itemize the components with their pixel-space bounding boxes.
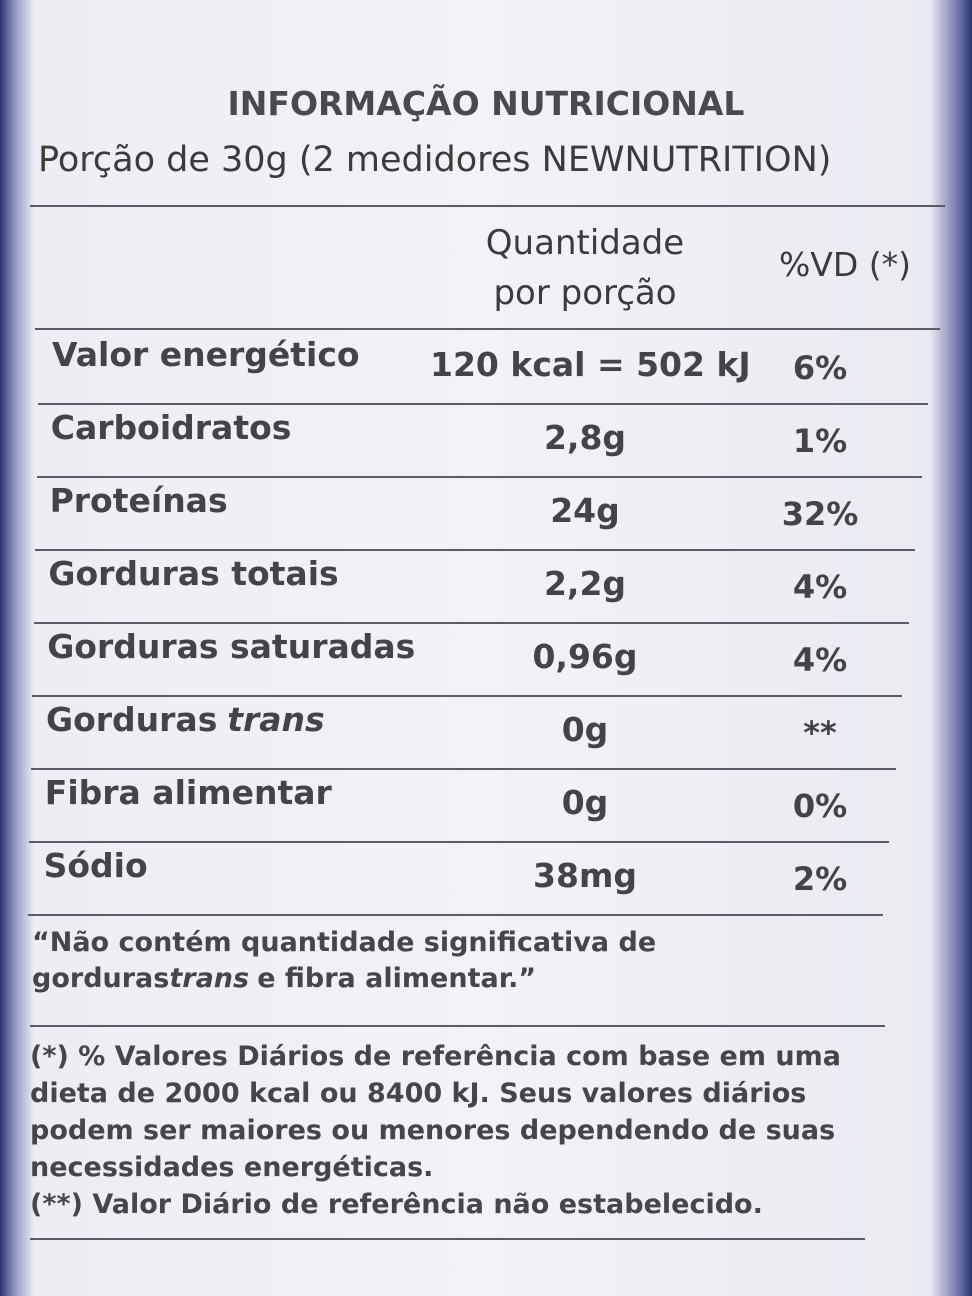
- note: “Não contém quantidade significativa de …: [32, 925, 892, 997]
- row-dv: 2%: [792, 860, 848, 898]
- amount-header-line: por porção: [493, 273, 677, 313]
- row-amount: 24g: [550, 491, 620, 530]
- note-part: “Não contém quantidade significativa de …: [32, 927, 657, 994]
- rule: [29, 841, 889, 843]
- serving: Porção de 30g (2 medidores NEWNUTRITION): [38, 140, 832, 180]
- rule: [36, 476, 922, 478]
- row-amount: 38mg: [533, 856, 637, 895]
- row-amount: 0g: [561, 710, 609, 749]
- row-dv: 1%: [792, 422, 848, 460]
- rule: [38, 403, 928, 405]
- row-label-part: Valor energético: [52, 335, 360, 374]
- amount-header-line: Quantidade: [485, 223, 685, 263]
- row-amount: 0g: [561, 783, 609, 822]
- row-dv: 6%: [792, 349, 848, 387]
- row-label: Proteínas: [50, 481, 228, 520]
- dv-header: %VD (*): [778, 245, 912, 284]
- row-label: Gorduras trans: [46, 700, 325, 739]
- row-label: Sódio: [44, 846, 148, 885]
- rule: [35, 549, 915, 551]
- row-label-part: Sódio: [43, 846, 148, 885]
- rule: [27, 914, 883, 916]
- row-label-part: Fibra alimentar: [44, 773, 332, 812]
- row-dv: 4%: [792, 641, 848, 679]
- rule: [35, 328, 940, 330]
- title: INFORMAÇÃO NUTRICIONAL: [227, 84, 745, 123]
- note-part: e fibra alimentar.”: [257, 963, 537, 994]
- row-dv: 4%: [792, 568, 848, 606]
- note-part: trans: [169, 963, 250, 994]
- row-label: Fibra alimentar: [45, 773, 332, 812]
- row-amount: 120 kcal = 502 kJ: [430, 345, 751, 384]
- row-dv: **: [803, 714, 837, 752]
- row-label: Gorduras saturadas: [47, 627, 415, 666]
- reference-notes: (*) % Valores Diários de referência com …: [30, 1038, 880, 1223]
- row-label: Gorduras totais: [48, 554, 338, 593]
- row-amount: 0,96g: [532, 637, 638, 676]
- amount-header: Quantidade por porção: [440, 218, 730, 318]
- rule: [30, 205, 945, 207]
- row-label: Carboidratos: [51, 408, 292, 447]
- row-amount: 2,2g: [543, 564, 627, 603]
- rule: [32, 695, 902, 697]
- row-label-part: Gorduras: [46, 700, 218, 739]
- rule: [30, 1238, 865, 1240]
- rule: [30, 768, 896, 770]
- row-dv: 0%: [792, 787, 848, 825]
- reference-note: (*) % Valores Diários de referência com …: [30, 1041, 841, 1183]
- row-label-part: Proteínas: [49, 481, 228, 520]
- row-label-part: Gorduras totais: [48, 554, 339, 593]
- row-label-part: trans: [227, 700, 325, 739]
- reference-note: (**) Valor Diário de referência não esta…: [30, 1189, 763, 1220]
- row-dv: 32%: [781, 495, 859, 533]
- row-amount: 2,8g: [543, 418, 627, 457]
- rule: [33, 622, 909, 624]
- row-label-part: Carboidratos: [50, 408, 292, 447]
- row-label-part: Gorduras saturadas: [47, 627, 416, 666]
- rule: [30, 1025, 885, 1027]
- row-label: Valor energético: [52, 335, 360, 374]
